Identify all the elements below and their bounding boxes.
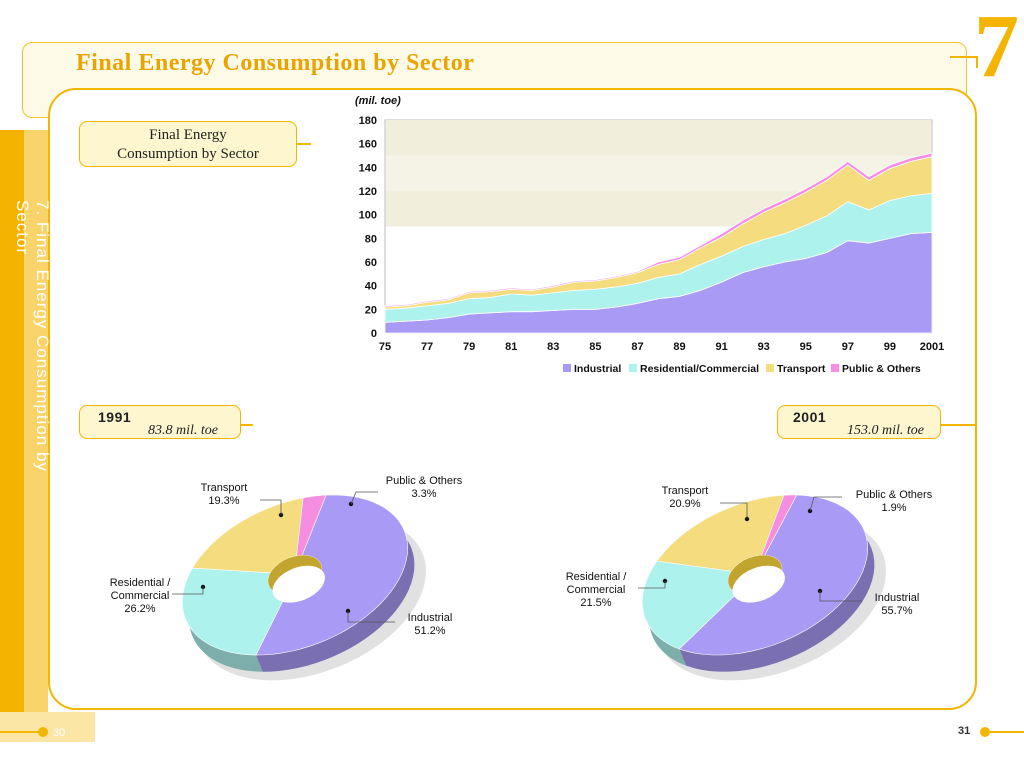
label-1991-industrial: Industrial 51.2%: [407, 612, 453, 637]
leader-line: [809, 496, 842, 512]
page-number-left: 30: [53, 727, 66, 739]
donut-hole: [728, 555, 785, 603]
year-1991-total: 83.8 mil. toe: [148, 423, 218, 438]
leader-line: [347, 611, 395, 623]
divider: [950, 56, 978, 58]
year-1991-label: 1991: [98, 409, 132, 425]
year-1991-box: [79, 405, 241, 439]
footer-line: [0, 731, 42, 733]
leader-line: [172, 587, 204, 595]
y-tick-label: 160: [359, 139, 377, 151]
y-tick-label: 140: [359, 162, 377, 174]
donut-body: [182, 494, 426, 681]
year-2001-total: 153.0 mil. toe: [847, 423, 924, 438]
label-1991-transport: Transport 19.3%: [200, 482, 248, 507]
section-label: Final Energy Consumption by Sector: [117, 127, 259, 162]
label-2001-industrial: Industrial 55.7%: [874, 592, 920, 617]
x-tick-label: 85: [589, 341, 601, 353]
chapter-number: 7: [974, 0, 1019, 96]
x-tick-label: 77: [421, 341, 433, 353]
y-tick-label: 180: [359, 115, 377, 127]
year-2001-box: [777, 405, 941, 439]
legend-swatch: [831, 364, 839, 372]
legend-label: Transport: [777, 363, 826, 375]
leader-line: [819, 591, 862, 602]
x-tick-label: 83: [547, 341, 559, 353]
label-1991-public: Public & Others 3.3%: [385, 475, 463, 500]
y-tick-label: 0: [371, 328, 377, 340]
y-tick-label: 120: [359, 186, 377, 198]
legend-item: Transport: [766, 363, 826, 375]
y-axis-unit: (mil. toe): [355, 95, 401, 107]
legend-item: Residential/Commercial: [629, 363, 759, 375]
x-tick-label: 89: [673, 341, 685, 353]
leader-line: [260, 499, 282, 515]
label-1991-residential: Residential / Commercial 26.2%: [109, 577, 171, 615]
legend-label: Public & Others: [842, 363, 921, 375]
footer-dot: [38, 727, 48, 737]
sidebar-strip-light: [24, 130, 48, 742]
sidebar-title: 7. Final Energy Consumption by Sector: [13, 200, 52, 472]
page-title: Final Energy Consumption by Sector: [76, 50, 475, 76]
x-tick-label: 91: [715, 341, 727, 353]
x-tick-label: 95: [800, 341, 812, 353]
legend-label: Residential/Commercial: [640, 363, 759, 375]
donut-hole-opening: [272, 565, 325, 603]
connector-line: [241, 424, 253, 426]
section-label-box: [79, 121, 297, 167]
leader-line: [638, 581, 666, 589]
leader-line: [350, 491, 378, 505]
label-2001-public: Public & Others 1.9%: [855, 489, 933, 514]
x-tick-label: 79: [463, 341, 475, 353]
y-axis-ticks: 0 20 40 60 80 100 120 140 160 180: [359, 115, 377, 340]
legend-item: Public & Others: [831, 363, 921, 375]
plot-band: [386, 120, 931, 156]
y-tick-label: 80: [365, 233, 377, 245]
area-series: [384, 152, 933, 334]
donut-chart-2001: [638, 494, 886, 681]
legend-label: Industrial: [574, 363, 621, 375]
sidebar-strip: [0, 130, 24, 742]
legend-swatch: [766, 364, 774, 372]
y-tick-label: 40: [365, 281, 377, 293]
y-tick-label: 100: [359, 210, 377, 222]
chart-legend: Industrial Residential/Commercial Transpor…: [563, 363, 921, 375]
donut-hole: [268, 555, 325, 603]
x-axis-ticks: 75 77 79 81 83 85 87 89 91 93 95 97 99 2001: [379, 341, 944, 353]
page-number-right: 31: [958, 725, 971, 737]
connector-line: [297, 143, 311, 145]
donut-chart-1991: [172, 491, 426, 681]
donut-side-industrial: [255, 494, 415, 672]
label-2001-transport: Transport 20.9%: [661, 485, 709, 510]
y-tick-label: 20: [365, 304, 377, 316]
legend-swatch: [563, 364, 571, 372]
label-2001-residential: Residential / Commercial 21.5%: [565, 571, 627, 609]
connector-line: [941, 424, 977, 426]
donut-hole-opening: [732, 565, 785, 603]
x-tick-label: 99: [884, 341, 896, 353]
footer-line: [985, 731, 1024, 733]
x-tick-label: 87: [631, 341, 643, 353]
footer-strip: [0, 712, 95, 742]
y-tick-label: 60: [365, 257, 377, 269]
x-tick-label: 81: [505, 341, 517, 353]
legend-item: Industrial: [563, 363, 621, 375]
divider: [976, 56, 978, 68]
year-2001-label: 2001: [793, 409, 827, 425]
footer-dot: [980, 727, 990, 737]
legend-swatch: [629, 364, 637, 372]
x-tick-label: 2001: [920, 341, 944, 353]
x-tick-label: 93: [758, 341, 770, 353]
x-tick-label: 97: [842, 341, 854, 353]
donut-side-residential-commercial: [182, 568, 263, 672]
area-series-public-others: [384, 152, 933, 308]
donut-side-industrial: [679, 494, 875, 672]
leader-line: [720, 502, 748, 519]
x-tick-label: 75: [379, 341, 391, 353]
donut-body: [642, 494, 886, 681]
